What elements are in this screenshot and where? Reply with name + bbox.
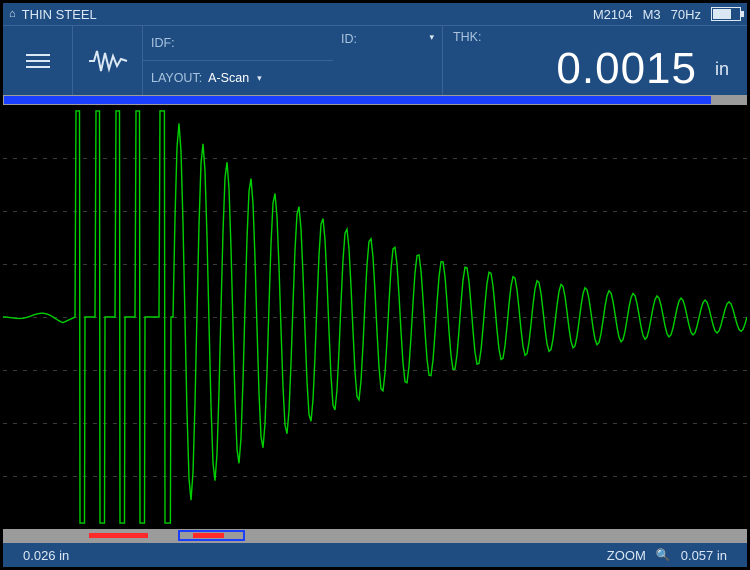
gate-marker-blue[interactable] xyxy=(178,530,245,541)
thickness-value: 0.0015 xyxy=(556,44,697,94)
thk-label: THK: xyxy=(443,26,747,44)
device-frame: ⌂ THIN STEEL M2104 M3 70Hz IDF: xyxy=(0,0,750,570)
range-bar[interactable] xyxy=(3,95,747,105)
range-start: 0.026 in xyxy=(23,548,69,563)
waveform-icon xyxy=(88,47,128,75)
range-end: 0.057 in xyxy=(681,548,727,563)
gate-strip[interactable] xyxy=(3,529,747,543)
home-icon[interactable]: ⌂ xyxy=(9,8,16,20)
range-bar-fill xyxy=(4,96,711,104)
layout-label: LAYOUT: xyxy=(151,71,202,85)
battery-fill xyxy=(713,9,731,19)
waveform-trace xyxy=(3,105,747,529)
id-label: ID: xyxy=(341,32,357,46)
thickness-unit: in xyxy=(715,59,729,80)
chevron-down-icon: ▾ xyxy=(429,32,434,43)
measure-mode: M3 xyxy=(643,7,661,22)
battery-icon xyxy=(711,7,741,21)
idf-label: IDF: xyxy=(151,36,175,50)
zoom-label[interactable]: ZOOM xyxy=(607,548,646,563)
frequency: 70Hz xyxy=(671,7,701,22)
waveform-display[interactable] xyxy=(3,105,747,529)
header-panel: IDF: LAYOUT: A-Scan ▾ ID: ▾ THK: 0.0015 … xyxy=(3,25,747,95)
chevron-down-icon: ▾ xyxy=(257,73,262,84)
probe-model: M2104 xyxy=(593,7,633,22)
id-cell[interactable]: ID: ▾ xyxy=(333,26,443,95)
status-bar: ⌂ THIN STEEL M2104 M3 70Hz xyxy=(3,3,747,25)
waveform-mode-button[interactable] xyxy=(73,26,143,95)
layout-row[interactable]: LAYOUT: A-Scan ▾ xyxy=(143,61,333,95)
id-layout-column: IDF: LAYOUT: A-Scan ▾ xyxy=(143,26,333,95)
material-title: THIN STEEL xyxy=(22,7,97,22)
idf-row[interactable]: IDF: xyxy=(143,26,333,61)
footer-bar: 0.026 in ZOOM 🔍 0.057 in xyxy=(3,543,747,567)
gate-marker-red[interactable] xyxy=(89,533,149,538)
thickness-panel: THK: 0.0015 in xyxy=(443,26,747,95)
layout-value: A-Scan xyxy=(208,71,249,85)
menu-button[interactable] xyxy=(3,26,73,95)
magnifier-icon[interactable]: 🔍 xyxy=(656,548,671,562)
